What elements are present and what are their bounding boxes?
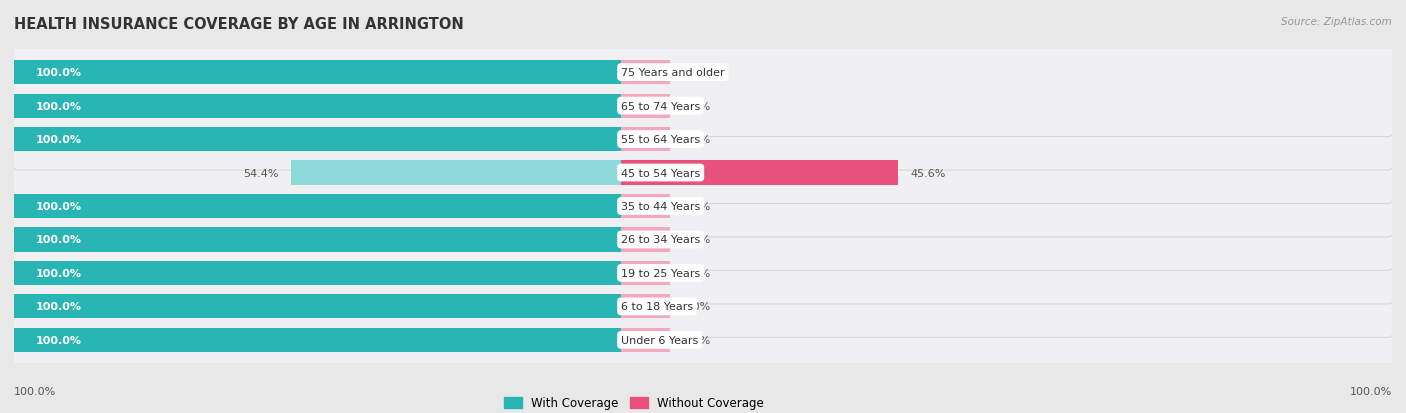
Text: HEALTH INSURANCE COVERAGE BY AGE IN ARRINGTON: HEALTH INSURANCE COVERAGE BY AGE IN ARRI… (14, 17, 464, 31)
Text: 55 to 64 Years: 55 to 64 Years (621, 135, 700, 145)
Text: Under 6 Years: Under 6 Years (621, 335, 699, 345)
Text: 54.4%: 54.4% (243, 168, 278, 178)
FancyBboxPatch shape (8, 42, 1398, 171)
Bar (621, 94, 669, 119)
Bar (621, 195, 669, 218)
Text: 0.0%: 0.0% (682, 235, 710, 245)
Text: 0.0%: 0.0% (682, 335, 710, 345)
Bar (621, 261, 669, 285)
Bar (621, 228, 669, 252)
FancyBboxPatch shape (8, 109, 1398, 237)
Text: 65 to 74 Years: 65 to 74 Years (621, 101, 700, 112)
FancyBboxPatch shape (8, 276, 1398, 404)
Text: 100.0%: 100.0% (35, 101, 82, 112)
Bar (14, 261, 621, 285)
Text: 35 to 44 Years: 35 to 44 Years (621, 202, 700, 211)
Bar (14, 61, 621, 85)
Text: 100.0%: 100.0% (35, 335, 82, 345)
Text: 0.0%: 0.0% (682, 268, 710, 278)
Text: 100.0%: 100.0% (1350, 387, 1392, 396)
FancyBboxPatch shape (8, 142, 1398, 271)
Legend: With Coverage, Without Coverage: With Coverage, Without Coverage (499, 392, 769, 413)
Text: 19 to 25 Years: 19 to 25 Years (621, 268, 700, 278)
Text: 100.0%: 100.0% (14, 387, 56, 396)
Text: 0.0%: 0.0% (682, 101, 710, 112)
Text: 100.0%: 100.0% (35, 202, 82, 211)
Bar (14, 128, 621, 152)
Text: 45.6%: 45.6% (910, 168, 945, 178)
Bar (621, 161, 898, 185)
Bar (621, 328, 669, 352)
FancyBboxPatch shape (8, 9, 1398, 137)
Text: 75 Years and older: 75 Years and older (621, 68, 724, 78)
Text: 45 to 54 Years: 45 to 54 Years (621, 168, 700, 178)
FancyBboxPatch shape (8, 176, 1398, 304)
Bar (621, 61, 669, 85)
Bar (14, 195, 621, 218)
Text: 100.0%: 100.0% (35, 268, 82, 278)
Bar (621, 128, 669, 152)
Text: 100.0%: 100.0% (35, 68, 82, 78)
Text: 0.0%: 0.0% (682, 135, 710, 145)
FancyBboxPatch shape (8, 242, 1398, 371)
Bar (14, 328, 621, 352)
Text: 0.0%: 0.0% (682, 301, 710, 312)
Text: 100.0%: 100.0% (35, 135, 82, 145)
Bar (14, 228, 621, 252)
Text: 26 to 34 Years: 26 to 34 Years (621, 235, 700, 245)
Text: 0.0%: 0.0% (682, 202, 710, 211)
FancyBboxPatch shape (8, 76, 1398, 204)
Bar (14, 294, 621, 319)
Text: 100.0%: 100.0% (35, 301, 82, 312)
Text: 6 to 18 Years: 6 to 18 Years (621, 301, 693, 312)
Text: Source: ZipAtlas.com: Source: ZipAtlas.com (1281, 17, 1392, 26)
Text: 0.0%: 0.0% (682, 68, 710, 78)
FancyBboxPatch shape (8, 209, 1398, 337)
Bar (291, 161, 621, 185)
Bar (14, 94, 621, 119)
Text: 100.0%: 100.0% (35, 235, 82, 245)
Bar (621, 294, 669, 319)
